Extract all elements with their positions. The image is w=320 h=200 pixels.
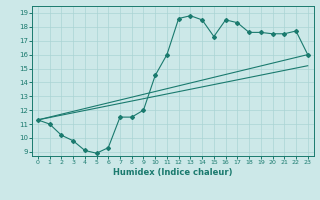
X-axis label: Humidex (Indice chaleur): Humidex (Indice chaleur) [113,168,233,177]
